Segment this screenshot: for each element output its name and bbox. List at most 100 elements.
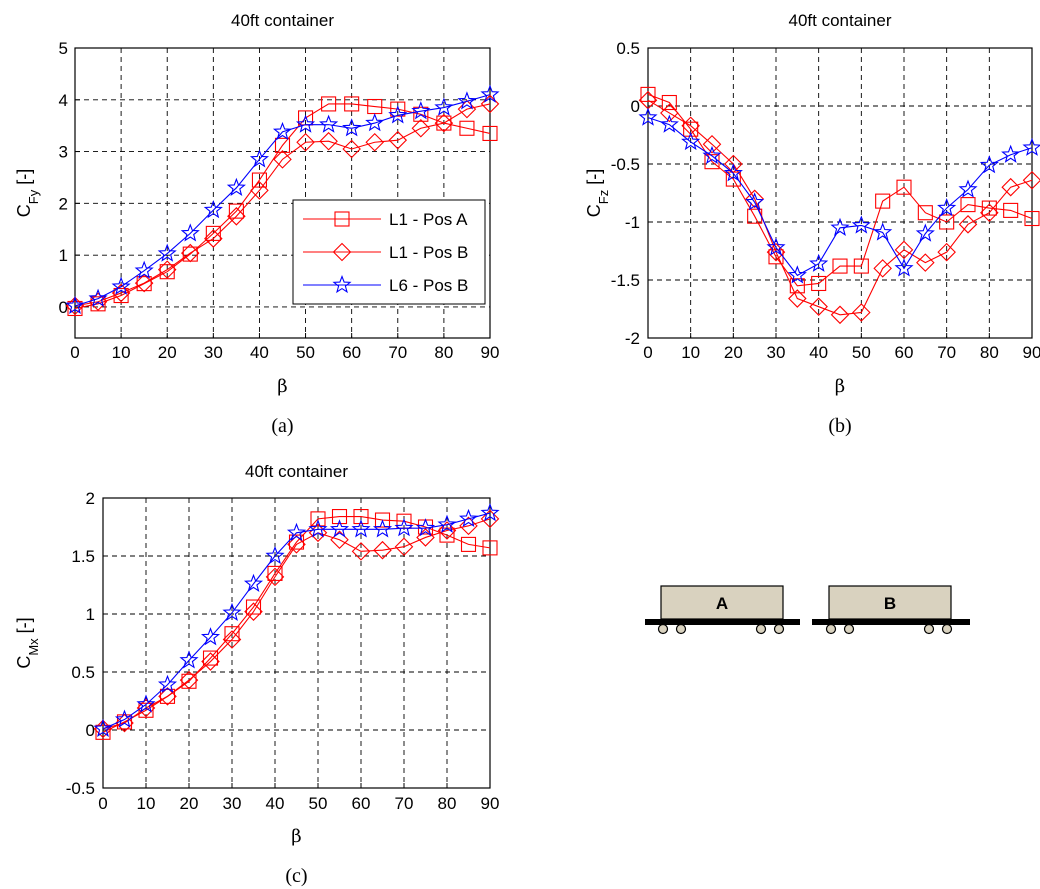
legend-label: L6 - Pos B [389, 276, 468, 295]
marker-diamond [766, 242, 786, 262]
y-tick-label: 5 [59, 39, 68, 58]
marker-square [228, 203, 244, 219]
x-tick-label: 40 [809, 343, 828, 362]
x-axis-label: β [291, 826, 301, 847]
series-line [647, 99, 1033, 316]
legend-entry: L1 - Pos A [303, 210, 468, 229]
y-tick-label: 2 [59, 194, 68, 213]
marker-diamond [88, 292, 108, 312]
marker-square [811, 275, 827, 292]
y-axis-label-main: C [14, 204, 34, 217]
marker-star [457, 91, 477, 110]
marker-square [95, 724, 111, 740]
x-tick-label: 60 [352, 794, 371, 813]
x-tick-label: 10 [137, 794, 156, 813]
marker-diamond [434, 113, 454, 133]
marker-square [832, 258, 848, 274]
marker-diamond [459, 516, 478, 536]
marker-star [365, 113, 385, 132]
marker-diamond [227, 207, 246, 226]
marker-square [459, 120, 475, 136]
marker-diamond [724, 154, 743, 174]
marker-diamond [394, 537, 414, 556]
marker-square [683, 121, 699, 137]
marker-diamond [480, 94, 500, 114]
marker-diamond [332, 242, 352, 262]
y-tick-label: 0 [59, 298, 68, 317]
marker-diamond [222, 630, 242, 649]
series-line [74, 94, 491, 307]
marker-star [286, 522, 307, 541]
marker-diamond [788, 289, 807, 308]
marker-diamond [158, 687, 177, 706]
chart-title: 40ft container [788, 11, 891, 30]
marker-diamond [480, 509, 500, 529]
wagon-a: A [645, 585, 800, 635]
chart-title: 40ft container [245, 462, 348, 481]
marker-star [638, 107, 658, 126]
marker-star [319, 114, 339, 133]
y-tick-label: -0.5 [611, 155, 640, 174]
y-tick-label: -0.5 [66, 779, 95, 798]
marker-square [875, 193, 891, 209]
marker-diamond [273, 150, 292, 169]
marker-square [1003, 202, 1019, 218]
marker-diamond [702, 135, 722, 154]
x-tick-label: 0 [98, 794, 107, 813]
marker-diamond [916, 253, 935, 272]
marker-star [388, 105, 408, 124]
marker-star [308, 519, 328, 538]
series-l1-posb [638, 90, 1040, 325]
wheel [755, 623, 767, 635]
marker-star [372, 519, 393, 538]
marker-square [334, 211, 350, 227]
series-l1-posa [640, 86, 1040, 294]
marker-star [114, 709, 135, 728]
x-tick-label: 30 [223, 794, 242, 813]
marker-star [830, 217, 850, 236]
x-tick-label: 20 [724, 343, 743, 362]
x-tick-label: 40 [250, 343, 269, 362]
x-tick-label: 90 [481, 794, 500, 813]
y-axis-label: CMx [-] [14, 617, 41, 668]
marker-diamond [342, 139, 361, 159]
y-tick-label: 1 [59, 246, 68, 265]
panel-label: (b) [828, 415, 851, 437]
series-l6-posb [93, 503, 500, 737]
marker-star [1001, 144, 1021, 163]
x-tick-label: 70 [395, 794, 414, 813]
y-axis-label-subscript: Mx [26, 638, 41, 656]
marker-star [157, 243, 177, 262]
marker-star [88, 288, 108, 307]
marker-diamond [244, 602, 263, 621]
chart-title: 40ft container [231, 11, 334, 30]
plot-frame [647, 47, 1033, 339]
marker-star [766, 237, 786, 256]
marker-star [723, 163, 743, 182]
marker-square [390, 101, 406, 117]
wheel [923, 623, 935, 635]
marker-star [434, 97, 454, 116]
container-a-label: A [716, 594, 728, 613]
marker-star [342, 118, 362, 137]
marker-square [310, 511, 326, 527]
marker-star [809, 253, 829, 272]
y-tick-label: 4 [59, 91, 68, 110]
plot-frame [74, 47, 491, 339]
marker-star [180, 223, 200, 242]
legend-entry: L6 - Pos B [303, 274, 468, 295]
series-line [647, 93, 1033, 287]
marker-star [134, 260, 154, 279]
wagon-b: B [812, 585, 970, 635]
chart-b: 0 10 20 30 40 50 60 70 80 90 -2 -1.5 -1 -0.5 0 0.5 40ft … [584, 11, 1040, 437]
panel-label: (c) [285, 865, 307, 887]
x-tick-label: 80 [980, 343, 999, 362]
y-tick-label: 0 [631, 97, 640, 116]
y-tick-label: -1 [625, 213, 640, 232]
marker-diamond [388, 130, 408, 150]
y-axis-label-unit: [-] [14, 617, 34, 638]
y-tick-label: 2 [86, 489, 95, 508]
marker-square [374, 512, 391, 528]
legend-entry: L1 - Pos B [303, 242, 468, 262]
